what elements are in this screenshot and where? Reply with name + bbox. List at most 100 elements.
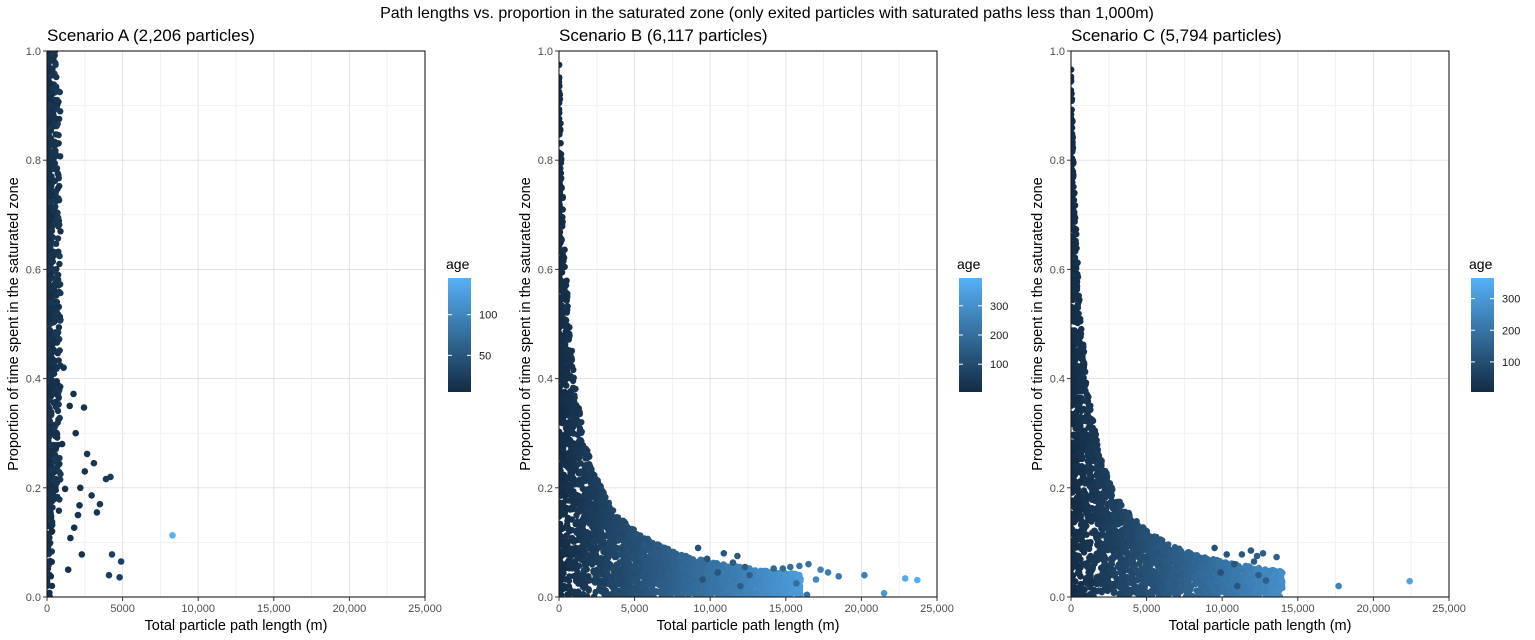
data-point xyxy=(582,445,589,452)
data-point xyxy=(763,585,770,592)
data-point xyxy=(607,516,614,523)
data-point xyxy=(563,397,571,404)
data-point xyxy=(559,520,564,528)
data-point xyxy=(47,370,53,377)
data-point xyxy=(576,508,584,515)
data-point xyxy=(561,293,569,300)
data-point xyxy=(565,557,572,564)
data-point xyxy=(561,246,568,253)
x-tick-label: 20,000 xyxy=(845,603,879,615)
data-point xyxy=(52,454,60,462)
data-point xyxy=(583,493,590,500)
data-point xyxy=(47,326,51,333)
data-point xyxy=(728,588,735,595)
data-point xyxy=(47,396,51,404)
data-point xyxy=(76,502,83,509)
data-point xyxy=(591,546,598,554)
data-point xyxy=(559,149,563,156)
data-point xyxy=(47,173,54,181)
data-point xyxy=(562,548,570,555)
data-point xyxy=(649,593,656,597)
data-point xyxy=(591,501,598,509)
data-point xyxy=(105,571,113,579)
data-point xyxy=(47,378,51,385)
data-point xyxy=(654,541,661,548)
data-point xyxy=(564,324,571,331)
data-point xyxy=(780,570,787,577)
data-point xyxy=(53,219,60,227)
data-point xyxy=(54,235,62,242)
data-point xyxy=(560,499,567,507)
data-point xyxy=(566,455,573,462)
data-point xyxy=(752,589,759,596)
x-tick-label: 25,000 xyxy=(408,603,442,615)
data-point xyxy=(861,571,868,579)
data-point xyxy=(47,291,51,298)
data-point xyxy=(727,576,734,583)
data-point xyxy=(47,118,51,125)
data-point xyxy=(721,581,729,588)
data-point xyxy=(704,576,711,583)
data-point xyxy=(565,336,572,343)
data-point xyxy=(66,402,73,410)
data-point xyxy=(580,545,587,553)
data-point xyxy=(559,194,563,201)
data-point xyxy=(591,537,598,544)
data-point xyxy=(559,61,563,68)
data-point xyxy=(736,593,743,597)
data-point xyxy=(56,469,63,476)
data-point xyxy=(630,526,637,533)
data-point xyxy=(775,578,782,586)
data-point xyxy=(602,494,609,501)
data-point xyxy=(559,223,566,230)
data-point xyxy=(608,534,615,541)
data-point xyxy=(699,576,706,583)
data-point xyxy=(576,425,584,432)
data-point xyxy=(574,553,582,561)
data-point xyxy=(1110,589,1117,597)
data-point xyxy=(563,309,570,316)
data-point xyxy=(749,582,756,589)
data-point xyxy=(584,532,591,539)
panel-title: Scenario A (2,206 particles) xyxy=(47,26,255,45)
data-point xyxy=(793,580,800,587)
data-point xyxy=(48,411,55,418)
data-point xyxy=(578,469,585,476)
data-point xyxy=(665,593,672,597)
data-point xyxy=(703,568,710,576)
data-point xyxy=(737,582,744,590)
data-point xyxy=(817,566,824,573)
data-point xyxy=(734,552,741,560)
data-point xyxy=(55,313,62,320)
data-point xyxy=(570,366,577,373)
data-point xyxy=(692,560,699,567)
y-axis-label: Proportion of time spent in the saturate… xyxy=(518,177,534,470)
data-point xyxy=(559,373,564,380)
data-point xyxy=(576,410,583,418)
data-point xyxy=(604,525,611,532)
data-point xyxy=(47,507,51,514)
data-point xyxy=(47,251,55,258)
data-point xyxy=(78,551,86,558)
gridlines xyxy=(46,50,426,598)
data-point xyxy=(559,356,564,364)
data-point xyxy=(559,109,563,117)
data-point xyxy=(96,500,104,508)
data-point xyxy=(601,504,608,511)
data-point xyxy=(701,587,709,594)
data-point xyxy=(563,354,570,362)
data-point xyxy=(559,235,563,243)
data-point xyxy=(47,424,51,431)
data-point xyxy=(914,576,921,584)
data-point xyxy=(561,461,568,468)
data-point xyxy=(47,435,51,442)
data-point xyxy=(559,183,564,191)
data-point xyxy=(631,555,638,562)
y-tick-label: 0.2 xyxy=(538,483,553,495)
data-point xyxy=(585,508,593,515)
data-point xyxy=(559,158,564,165)
data-point xyxy=(55,131,62,139)
data-point xyxy=(47,53,51,60)
data-point xyxy=(620,577,628,584)
data-point xyxy=(74,511,82,519)
